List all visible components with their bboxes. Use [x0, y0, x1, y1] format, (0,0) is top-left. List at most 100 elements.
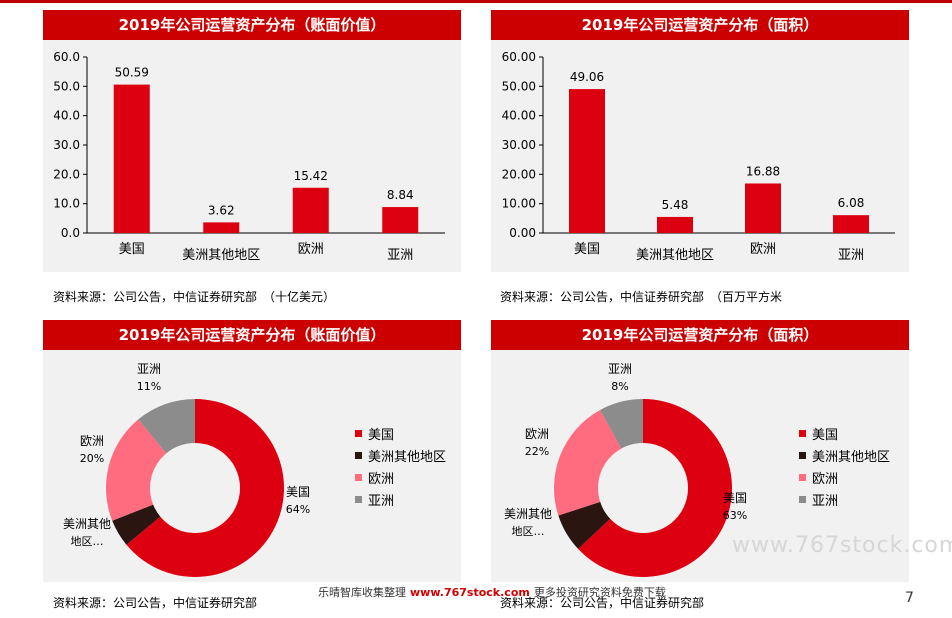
data-label: 3.62 — [208, 203, 235, 217]
slice-label: 20% — [80, 452, 104, 465]
slice-label: 美洲其他 — [504, 507, 552, 521]
y-tick-label: 10.0 — [53, 197, 80, 211]
x-tick-label: 亚洲 — [387, 248, 413, 263]
data-label: 8.84 — [387, 188, 414, 202]
slice-label: 22% — [525, 445, 549, 458]
x-tick-label: 欧洲 — [298, 242, 324, 257]
y-tick-label: 50.0 — [53, 79, 80, 93]
slice-label: 63% — [723, 509, 747, 522]
donut-slice — [138, 399, 195, 454]
bar — [382, 207, 419, 233]
source-note: 资料来源：公司公告，中信证券研究部 （十亿美元） — [53, 290, 336, 304]
slice-label: 美国 — [286, 485, 310, 499]
slice-label: 64% — [286, 503, 310, 516]
legend-swatch — [799, 451, 806, 459]
data-label: 6.08 — [838, 196, 865, 210]
panel-bar-area: 2019年公司运营资产分布（面积） 0.00 10.00 20.00 30.00 40.… — [491, 10, 909, 272]
source-note: 资料来源：公司公告，中信证券研究部 — [500, 596, 705, 610]
y-tick-label: 10.00 — [502, 197, 536, 211]
bar — [657, 216, 693, 233]
y-tick-label: 30.00 — [502, 138, 536, 152]
data-label: 16.88 — [746, 164, 780, 178]
chart-title: 2019年公司运营资产分布（账面价值） — [43, 10, 461, 40]
legend-item-us: 美国 — [355, 422, 446, 444]
y-tick-label: 20.0 — [53, 167, 80, 181]
legend: 美国 美洲其他地区 欧洲 亚洲 — [799, 422, 890, 510]
data-label: 49.06 — [570, 70, 604, 84]
chart-title: 2019年公司运营资产分布（面积） — [491, 10, 909, 40]
legend-item-europe: 欧洲 — [355, 466, 446, 488]
legend-item-americas: 美洲其他地区 — [355, 444, 446, 466]
legend: 美国 美洲其他地区 欧洲 亚洲 — [355, 422, 446, 510]
bar — [203, 222, 240, 233]
source-note: 资料来源：公司公告，中信证券研究部 （百万平方米 — [500, 290, 783, 304]
donut-slice — [105, 419, 167, 521]
y-tick-label: 40.0 — [53, 109, 80, 123]
slice-label: 欧洲 — [80, 434, 104, 448]
panel-pie-value: 2019年公司运营资产分布（账面价值） 美国 64% 美洲其他地区… 欧洲 20% 亚洲 1… — [43, 320, 461, 582]
x-tick-label: 美洲其他地区 — [182, 248, 260, 263]
y-tick-label: 60.00 — [502, 50, 536, 64]
x-tick-label: 美国 — [119, 242, 145, 257]
y-tick-label: 0.00 — [509, 226, 536, 240]
footer: 乐晴智库收集整理 www.767stock.com 更多投资研究资料免费下载 — [318, 584, 666, 600]
donut-slice — [112, 504, 161, 545]
donut-slice — [578, 399, 732, 577]
panel-pie-area: 2019年公司运营资产分布（面积） 美国 63% 美洲其他 地区… 欧洲 22% 亚洲 8% … — [491, 320, 909, 582]
slice-label: 地区… — [512, 525, 545, 538]
legend-item-asia: 亚洲 — [355, 488, 446, 510]
bar-chart-area: 0.00 10.00 20.00 30.00 40.00 50.00 60.00 49.06 美… — [502, 50, 895, 263]
legend-swatch — [355, 429, 362, 437]
page-number: 7 — [905, 590, 914, 606]
footer-left: 乐晴智库收集整理 — [318, 586, 406, 599]
donut-slice — [126, 399, 285, 577]
x-tick-label: 欧洲 — [750, 242, 776, 257]
donut-chart-area: 美国 63% 美洲其他地区… 欧洲 22% 亚洲 8% — [504, 362, 747, 577]
bar-chart-value: 0.0 10.0 20.0 30.0 40.0 50.0 60.0 50.59 美国 3.62 美洲… — [53, 50, 445, 263]
legend-item-asia: 亚洲 — [799, 488, 890, 510]
donut-slice — [554, 410, 622, 516]
footer-right: 更多投资研究资料免费下载 — [533, 586, 666, 599]
donut-chart-value: 美国 64% 美洲其他地区… 欧洲 20% 亚洲 11% — [63, 362, 310, 577]
watermark: www.767stock.com — [732, 533, 952, 558]
donut-slice — [558, 501, 611, 549]
legend-swatch — [799, 429, 806, 437]
slice-label: 地区… — [71, 535, 104, 548]
legend-item-americas: 美洲其他地区 — [799, 444, 890, 466]
bar — [113, 84, 150, 233]
data-label: 5.48 — [662, 198, 689, 212]
legend-swatch — [799, 473, 806, 481]
slice-label: 8% — [611, 380, 628, 393]
slice-label: 亚洲 — [137, 362, 161, 376]
legend-swatch — [355, 473, 362, 481]
donut-slice — [600, 399, 643, 449]
x-tick-label: 亚洲 — [838, 248, 864, 263]
chart-title: 2019年公司运营资产分布（面积） — [491, 320, 909, 350]
top-rule — [0, 0, 952, 3]
slice-label: 亚洲 — [608, 362, 632, 376]
panel-bar-value: 2019年公司运营资产分布（账面价值） 0.0 10.0 20.0 30.0 40.0 5… — [43, 10, 461, 272]
legend-swatch — [355, 495, 362, 503]
slice-label: 美洲其他 — [63, 517, 111, 531]
chart-title: 2019年公司运营资产分布（账面价值） — [43, 320, 461, 350]
footer-url[interactable]: www.767stock.com — [410, 586, 530, 599]
bar — [569, 89, 605, 233]
x-tick-label: 美洲其他地区 — [636, 248, 714, 263]
legend-swatch — [355, 451, 362, 459]
legend-item-europe: 欧洲 — [799, 466, 890, 488]
legend-item-us: 美国 — [799, 422, 890, 444]
data-label: 15.42 — [294, 169, 328, 183]
x-tick-label: 美国 — [574, 242, 600, 257]
y-tick-label: 40.00 — [502, 109, 536, 123]
bar — [292, 187, 329, 233]
slice-label: 美国 — [723, 491, 747, 505]
y-tick-label: 0.0 — [61, 226, 80, 240]
slice-label: 11% — [137, 380, 161, 393]
legend-swatch — [799, 495, 806, 503]
source-note: 资料来源：公司公告，中信证券研究部 — [53, 596, 258, 610]
y-tick-label: 30.0 — [53, 138, 80, 152]
bar — [745, 183, 781, 233]
slice-label: 欧洲 — [525, 427, 549, 441]
bar — [833, 215, 869, 233]
y-tick-label: 50.00 — [502, 79, 536, 93]
